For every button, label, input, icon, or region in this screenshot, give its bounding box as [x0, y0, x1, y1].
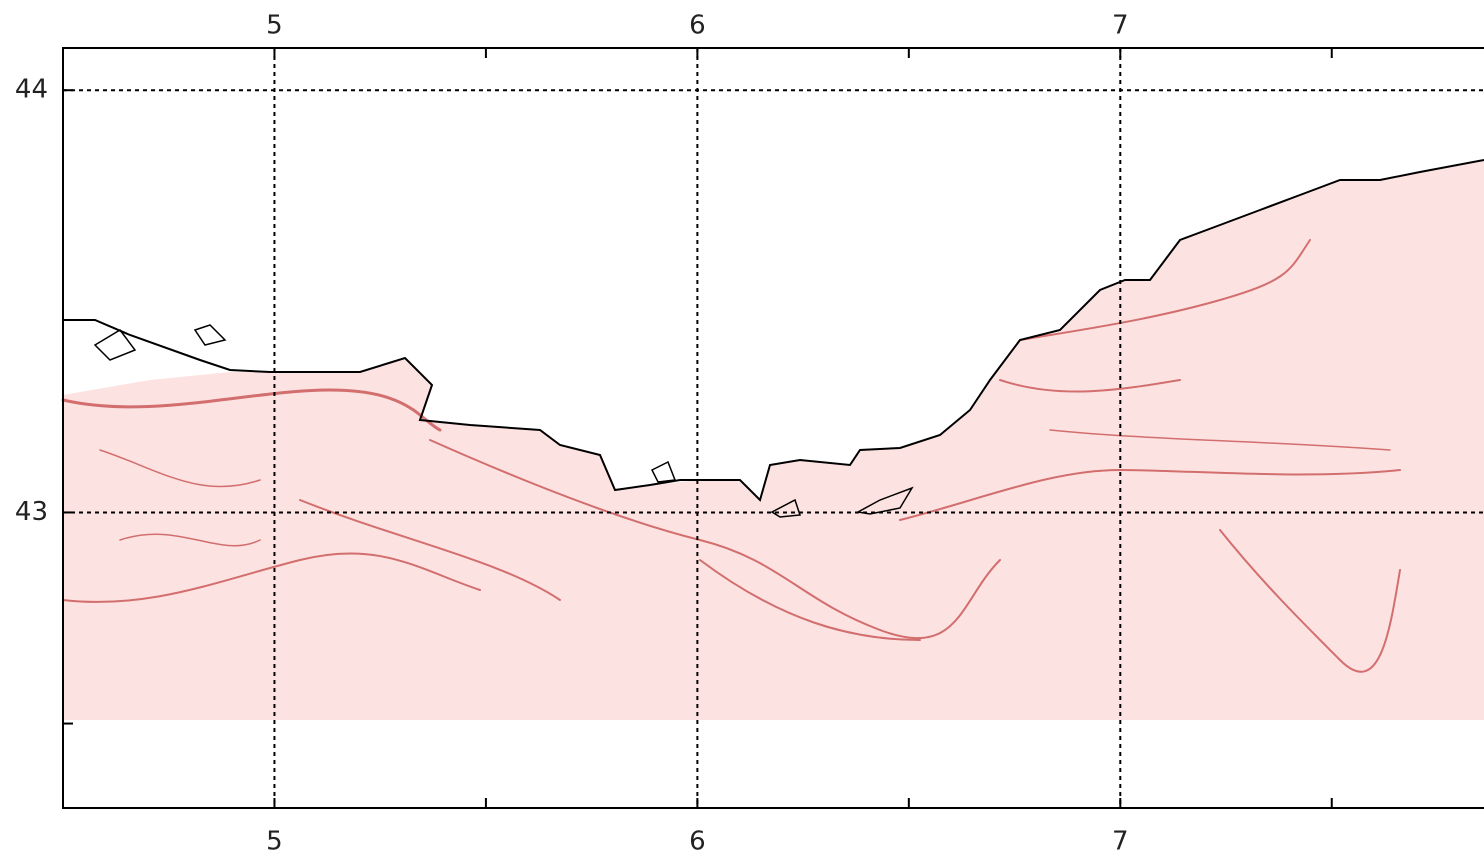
x-tick-label: 5 — [266, 11, 283, 41]
x-tick-label: 6 — [689, 827, 706, 857]
island — [195, 325, 225, 345]
x-tick-label: 7 — [1112, 11, 1129, 41]
x-tick-label: 5 — [266, 827, 283, 857]
concentration-field — [63, 160, 1484, 720]
island — [652, 462, 675, 482]
page: {"chart_data": {"type": "map", "xlim": [… — [0, 0, 1484, 861]
y-tick-label: 44 — [15, 75, 48, 105]
map-figure: 5 5 6 6 7 7 43 44 — [0, 0, 1484, 861]
y-tick-label: 43 — [15, 497, 48, 527]
x-tick-label: 6 — [689, 11, 706, 41]
sea-area — [63, 160, 1484, 720]
x-tick-label: 7 — [1112, 827, 1129, 857]
